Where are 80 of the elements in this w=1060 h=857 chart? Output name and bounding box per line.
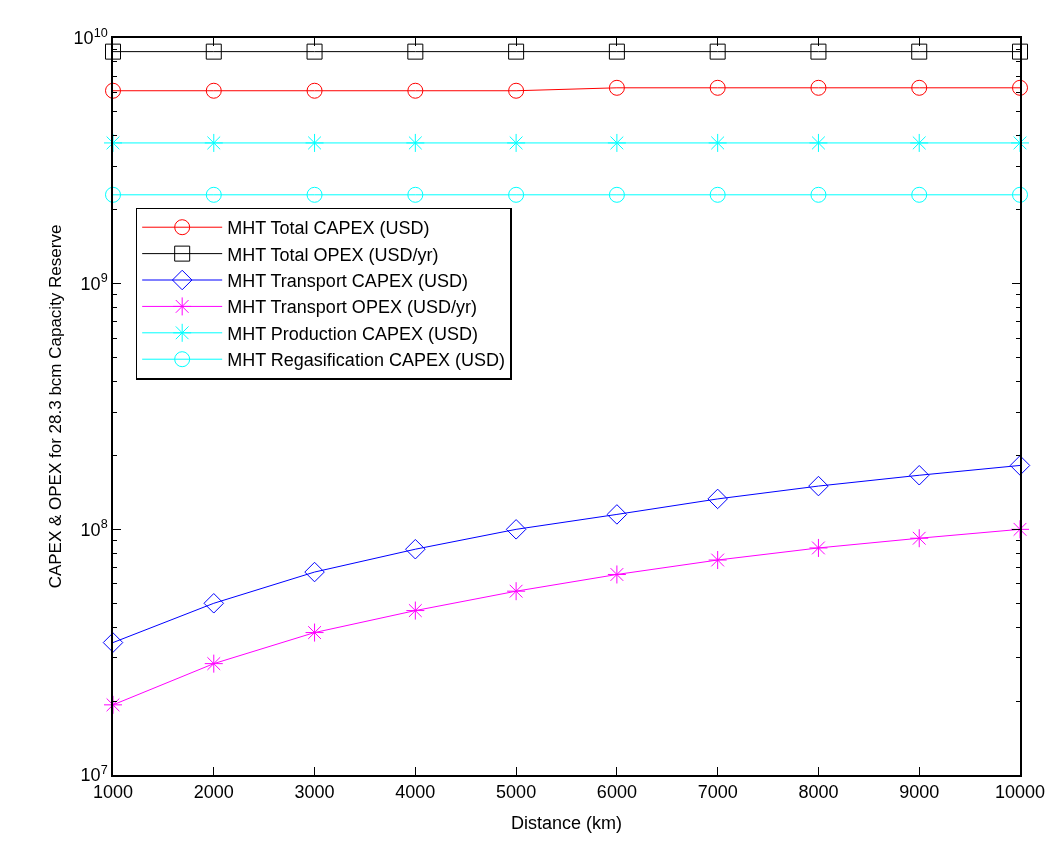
point	[707, 488, 728, 510]
point	[306, 186, 323, 203]
point	[305, 623, 325, 643]
point	[1009, 455, 1031, 476]
point	[810, 186, 827, 203]
point	[405, 538, 426, 560]
legend-label: MHT Transport CAPEX (USD)	[227, 271, 468, 292]
point	[407, 186, 424, 203]
legend-label: MHT Total OPEX (USD/yr)	[227, 244, 439, 265]
x-tick-label: 9000	[899, 782, 940, 803]
point	[205, 82, 222, 99]
point	[708, 133, 728, 153]
point	[708, 550, 728, 570]
point	[304, 561, 325, 583]
x-tick-label: 2000	[193, 782, 234, 803]
point	[1010, 133, 1030, 153]
legend-label: MHT Total CAPEX (USD)	[227, 218, 430, 239]
point	[505, 519, 527, 540]
y-tick-label: 10$^{10}$	[73, 25, 108, 49]
y-axis-title: CAPEX & OPEX for 28.3 bcm Capacity Reserve	[45, 224, 65, 589]
x-tick-label: 3000	[294, 782, 335, 803]
point	[709, 186, 726, 203]
point	[105, 186, 121, 203]
point	[407, 82, 424, 99]
point	[808, 538, 828, 558]
point	[405, 601, 425, 621]
point	[508, 43, 525, 60]
point	[810, 79, 827, 96]
point	[1012, 43, 1028, 60]
point	[911, 43, 928, 60]
point	[1012, 186, 1028, 203]
point	[105, 43, 121, 60]
point	[607, 564, 627, 584]
x-tick-label: 4000	[395, 782, 436, 803]
y-tick-label: 10$^{9}$	[80, 271, 108, 294]
x-tick-label: 5000	[496, 782, 537, 803]
point	[909, 528, 929, 548]
point	[103, 133, 123, 153]
point	[508, 186, 525, 203]
legend-label: MHT Production CAPEX (USD)	[227, 323, 478, 344]
point	[709, 43, 726, 60]
y-tick-label: 10$^{8}$	[80, 517, 108, 540]
x-tick-label: 7000	[697, 782, 738, 803]
point	[105, 82, 121, 99]
point	[607, 133, 627, 153]
point	[204, 133, 224, 153]
point	[305, 133, 325, 153]
point	[911, 186, 928, 203]
x-tick-label: 6000	[596, 782, 637, 803]
x-axis-title: Distance (km)	[510, 812, 623, 833]
x-tick-label: 8000	[798, 782, 839, 803]
point	[606, 504, 628, 525]
point	[909, 133, 929, 153]
point	[506, 581, 526, 601]
point	[306, 82, 323, 99]
point	[405, 133, 425, 153]
point	[608, 186, 625, 203]
point	[808, 475, 829, 497]
point	[808, 133, 828, 153]
point	[204, 654, 224, 674]
point	[407, 43, 424, 60]
legend-label: MHT Regasification CAPEX (USD)	[227, 350, 505, 371]
point	[506, 133, 526, 153]
point	[103, 695, 123, 715]
point	[508, 82, 525, 99]
point	[102, 632, 124, 653]
point	[1010, 519, 1030, 539]
point	[205, 43, 222, 60]
point	[908, 465, 930, 486]
point	[810, 43, 827, 60]
point	[306, 43, 323, 60]
point	[203, 593, 225, 614]
point	[911, 79, 928, 96]
x-tick-label: 10000	[994, 782, 1046, 803]
point	[608, 43, 625, 60]
legend-label: MHT Transport OPEX (USD/yr)	[227, 297, 477, 318]
point	[1012, 79, 1028, 96]
point	[205, 186, 222, 203]
point	[608, 79, 625, 96]
point	[709, 79, 726, 96]
